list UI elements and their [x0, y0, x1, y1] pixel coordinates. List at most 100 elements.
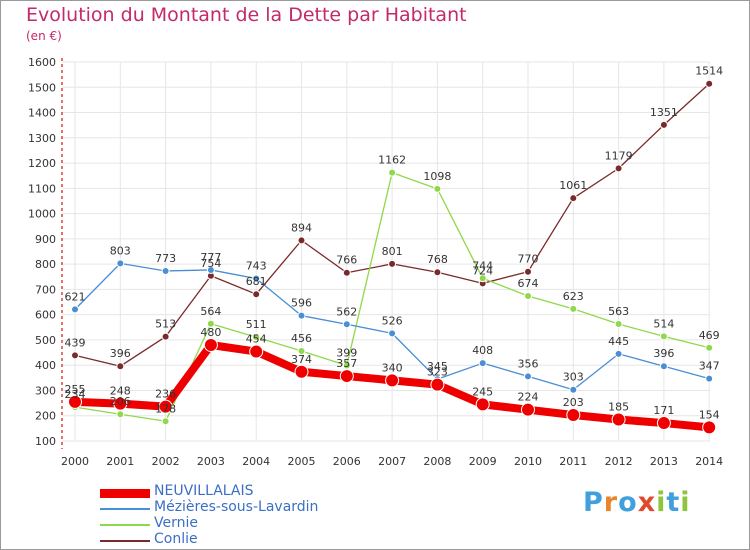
data-label: 399 [336, 346, 357, 359]
data-label: 770 [518, 253, 539, 266]
x-tick-label: 2002 [152, 455, 180, 468]
x-tick-label: 2013 [650, 455, 678, 468]
series-m-zi-res-sous-lavardin [71, 259, 714, 394]
x-tick-label: 2007 [378, 455, 406, 468]
legend-label: Conlie [154, 531, 198, 547]
data-point [116, 410, 125, 419]
axes: 100 200 300 400 500 600 700 800 900 1000 1100 1200 1… [28, 56, 723, 468]
legend-label: Vernie [154, 515, 198, 531]
proxiti-logo: Proxiti [583, 487, 691, 518]
unit-label: (en €) [26, 29, 62, 43]
data-label: 777 [200, 251, 221, 264]
data-label: 340 [382, 361, 403, 374]
data-point [203, 337, 218, 352]
data-point [252, 290, 261, 299]
x-tick-label: 2001 [106, 455, 134, 468]
data-point [252, 333, 261, 342]
y-tick-label: 1200 [28, 157, 56, 170]
data-point [297, 236, 306, 245]
logo-letter: r [603, 487, 619, 518]
data-point [71, 305, 79, 314]
data-point [161, 417, 170, 426]
x-tick-label: 2014 [695, 455, 723, 468]
data-point [656, 416, 671, 431]
legend-label: NEUVILLALAIS [154, 483, 254, 499]
data-label: 768 [427, 253, 448, 266]
logo-letter: i [680, 487, 691, 518]
data-point [569, 194, 578, 203]
logo-letter: o [618, 487, 638, 518]
data-label: 621 [65, 290, 86, 303]
data-point [569, 385, 578, 394]
data-point [113, 396, 128, 411]
x-tick-label: 2004 [242, 455, 270, 468]
data-label: 623 [563, 290, 584, 303]
data-point [659, 332, 668, 341]
data-label: 743 [246, 260, 267, 273]
y-tick-label: 1100 [28, 182, 56, 195]
data-point [297, 347, 306, 356]
data-point [705, 374, 714, 383]
logo-letter: P [583, 487, 604, 518]
x-tick-label: 2003 [197, 455, 225, 468]
y-tick-label: 900 [35, 233, 56, 246]
y-tick-label: 100 [35, 435, 56, 448]
data-label: 445 [608, 335, 629, 348]
y-tick-label: 1000 [28, 208, 56, 221]
y-tick-label: 1500 [28, 81, 56, 94]
data-point [116, 362, 125, 371]
y-tick-label: 500 [35, 334, 56, 347]
data-label: 234 [65, 388, 86, 401]
data-label: 1098 [423, 170, 451, 183]
data-point [475, 397, 490, 412]
data-point [249, 344, 264, 359]
data-label: 480 [200, 326, 221, 339]
x-tick-label: 2008 [423, 455, 451, 468]
data-label: 724 [472, 264, 493, 277]
data-point [388, 168, 397, 177]
data-label: 773 [155, 252, 176, 265]
data-label: 564 [200, 305, 221, 318]
data-label: 248 [110, 385, 131, 398]
data-point [388, 259, 397, 268]
data-point [521, 402, 535, 417]
data-label: 526 [382, 314, 403, 327]
data-label: 224 [518, 391, 539, 404]
data-label: 894 [291, 221, 312, 234]
y-tick-label: 700 [35, 283, 56, 296]
data-point [158, 399, 173, 414]
data-point [342, 268, 351, 277]
data-point [705, 79, 714, 88]
data-label: 513 [155, 318, 176, 331]
data-label: 562 [336, 305, 357, 318]
legend-swatch [100, 488, 150, 498]
data-label: 674 [518, 277, 539, 290]
data-point [252, 274, 261, 283]
data-point [388, 329, 397, 338]
data-point [297, 311, 306, 320]
x-tick-label: 2005 [288, 455, 316, 468]
series-neuvillalais [68, 337, 717, 435]
y-tick-label: 600 [35, 309, 56, 322]
legend-swatch [100, 524, 150, 526]
data-point [702, 420, 717, 435]
y-tick-label: 400 [35, 359, 56, 372]
data-label: 255 [65, 383, 86, 396]
series-layer [68, 79, 717, 435]
data-label: 744 [472, 259, 493, 272]
data-label: 801 [382, 245, 403, 258]
data-label: 345 [427, 360, 448, 373]
data-label: 347 [699, 360, 720, 373]
data-label: 1162 [378, 154, 406, 167]
data-label: 408 [472, 344, 493, 357]
data-label: 563 [608, 305, 629, 318]
data-point [611, 412, 626, 427]
data-label: 396 [110, 347, 131, 360]
y-tick-label: 1400 [28, 107, 56, 120]
data-point [385, 373, 400, 388]
data-label: 1514 [695, 65, 723, 78]
data-label: 357 [336, 357, 357, 370]
data-label: 1351 [650, 106, 678, 119]
data-label: 1179 [605, 149, 633, 162]
data-label: 303 [563, 371, 584, 384]
